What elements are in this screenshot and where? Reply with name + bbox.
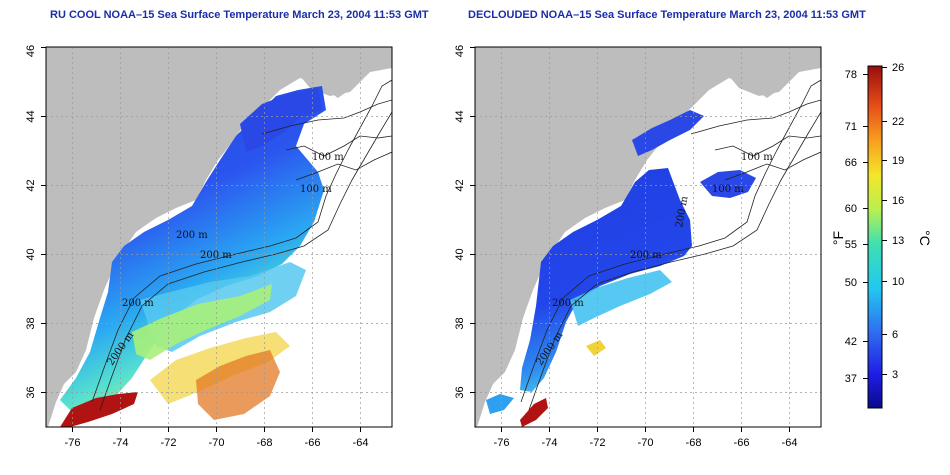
x-tick-label: -64	[782, 437, 798, 449]
contour-label-200m: 200 m	[630, 250, 662, 261]
map-grid	[46, 47, 392, 427]
colorbar-f-tick: 78	[845, 69, 857, 81]
contour-label-100m: 100 m	[741, 152, 773, 163]
y-tick-label: 46	[454, 45, 466, 57]
map-grid	[475, 47, 821, 427]
x-axis-ticks	[501, 427, 790, 432]
colorbar-gradient	[867, 65, 883, 409]
colorbar-f-tick: 42	[845, 336, 857, 348]
bathymetry-contours	[91, 79, 392, 411]
x-tick-label: -74	[113, 437, 129, 449]
contour-label-200m: 200 m	[200, 250, 232, 261]
colorbar-c-tick: 3	[892, 369, 898, 381]
sst-field	[586, 340, 606, 356]
colorbar-c-tick: 10	[892, 276, 904, 288]
y-tick-label: 42	[454, 179, 466, 191]
colorbar-c-tick: 26	[892, 62, 904, 74]
contour-label-200m: 200 m	[552, 298, 584, 309]
colorbar-c-tick: 16	[892, 195, 904, 207]
x-tick-label: -72	[161, 437, 177, 449]
contour-label-100m: 100 m	[712, 184, 744, 195]
colorbar-c-tick: 19	[892, 155, 904, 167]
x-tick-label: -72	[590, 437, 606, 449]
colorbar-ticks	[863, 67, 887, 379]
left-map-title: RU COOL NOAA–15 Sea Surface Temperature …	[50, 9, 429, 21]
fahrenheit-unit-label: °F	[830, 231, 846, 245]
sst-field	[196, 350, 280, 420]
sst-field	[132, 284, 272, 360]
colorbar-f-tick: 71	[845, 121, 857, 133]
sst-warm-core	[60, 392, 138, 427]
y-tick-label: 36	[454, 386, 466, 398]
contour-label-200m: 200 m	[176, 230, 208, 241]
colorbar-f-tick: 55	[845, 239, 857, 251]
contour-label-100m: 100 m	[300, 184, 332, 195]
map-frame	[474, 46, 822, 428]
bathymetry-contours	[520, 79, 821, 411]
y-tick-label: 36	[25, 386, 37, 398]
colorbar-f-tick: 37	[845, 373, 857, 385]
colorbar-f-tick: 50	[845, 277, 857, 289]
contour-label-200m: 200 m	[122, 298, 154, 309]
sst-field	[700, 170, 756, 198]
sst-field	[570, 270, 672, 326]
sst-field	[240, 88, 322, 152]
x-tick-label: -76	[494, 437, 510, 449]
x-tick-label: -66	[305, 437, 321, 449]
colorbar-f-tick: 66	[845, 157, 857, 169]
x-tick-label: -76	[65, 437, 81, 449]
x-tick-label: -68	[257, 437, 273, 449]
left-map: 100 m 100 m 200 m 200 m 200 m 2000 m -76…	[25, 45, 393, 449]
y-tick-label: 38	[454, 317, 466, 329]
colorbar-c-tick: 6	[892, 329, 898, 341]
colorbar-c-tick: 13	[892, 235, 904, 247]
land-mass	[46, 47, 392, 427]
colorbar-c-tick: 22	[892, 116, 904, 128]
y-tick-label: 46	[25, 45, 37, 57]
y-tick-label: 44	[25, 110, 37, 122]
sst-field	[520, 168, 692, 392]
x-tick-label: -74	[542, 437, 558, 449]
sst-field	[60, 86, 326, 412]
colorbar-f-tick: 60	[845, 203, 857, 215]
land-mass	[300, 47, 392, 96]
y-tick-label: 38	[25, 317, 37, 329]
land-mass	[729, 47, 821, 96]
right-map-title: DECLOUDED NOAA–15 Sea Surface Temperatur…	[468, 9, 866, 21]
y-axis-ticks	[41, 47, 46, 393]
y-tick-label: 40	[454, 248, 466, 260]
map-frame	[45, 46, 393, 428]
y-axis-ticks	[470, 47, 475, 393]
right-map: 100 m 100 m 200 m 200 m 200 m 2000 m -76…	[454, 45, 822, 449]
y-tick-label: 42	[25, 179, 37, 191]
x-tick-label: -68	[686, 437, 702, 449]
colorbar: 78 71 66 60 55 50 42 37 26 22 19 16 13 1…	[830, 62, 933, 409]
contour-label-100m: 100 m	[312, 152, 344, 163]
celsius-unit-label: °C	[917, 230, 933, 246]
y-tick-label: 44	[454, 110, 466, 122]
sst-warm-core	[520, 398, 548, 427]
land-mass	[475, 47, 821, 427]
x-tick-label: -70	[638, 437, 654, 449]
x-tick-label: -64	[353, 437, 369, 449]
y-tick-label: 40	[25, 248, 37, 260]
sst-field	[632, 110, 704, 156]
sst-field	[486, 394, 514, 414]
x-tick-label: -70	[209, 437, 225, 449]
x-tick-label: -66	[734, 437, 750, 449]
x-axis-ticks	[72, 427, 361, 432]
